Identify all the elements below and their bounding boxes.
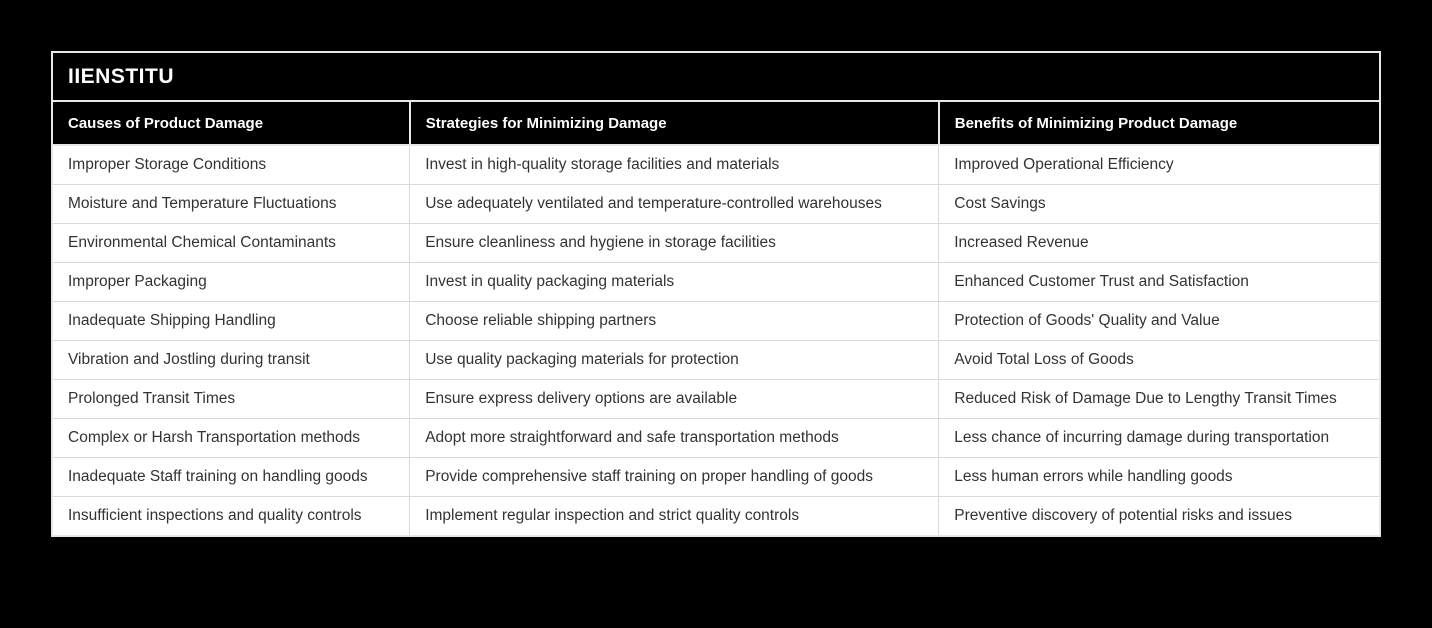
cell-benefit: Reduced Risk of Damage Due to Lengthy Tr… xyxy=(938,379,1379,419)
cell-cause: Insufficient inspections and quality con… xyxy=(53,496,410,535)
cell-strategy: Ensure cleanliness and hygiene in storag… xyxy=(409,223,939,263)
column-header-benefits: Benefits of Minimizing Product Damage xyxy=(937,102,1379,146)
cell-benefit: Preventive discovery of potential risks … xyxy=(938,496,1379,535)
cell-strategy: Ensure express delivery options are avai… xyxy=(409,379,939,419)
cell-strategy: Provide comprehensive staff training on … xyxy=(409,457,939,497)
table-row: Complex or Harsh Transportation methods … xyxy=(53,418,1379,458)
table-header-row: Causes of Product Damage Strategies for … xyxy=(53,102,1379,146)
cell-strategy: Invest in high-quality storage facilitie… xyxy=(409,145,939,185)
cell-benefit: Increased Revenue xyxy=(938,223,1379,263)
cell-strategy: Choose reliable shipping partners xyxy=(409,301,939,341)
cell-cause: Moisture and Temperature Fluctuations xyxy=(53,184,410,224)
table-row: Insufficient inspections and quality con… xyxy=(53,496,1379,535)
column-header-strategies: Strategies for Minimizing Damage xyxy=(408,102,939,146)
table-row: Vibration and Jostling during transit Us… xyxy=(53,340,1379,380)
cell-benefit: Less human errors while handling goods xyxy=(938,457,1379,497)
cell-cause: Improper Packaging xyxy=(53,262,410,302)
table-card: IIENSTITU Causes of Product Damage Strat… xyxy=(51,51,1381,537)
cell-cause: Improper Storage Conditions xyxy=(53,145,410,185)
cell-benefit: Less chance of incurring damage during t… xyxy=(938,418,1379,458)
table-row: Prolonged Transit Times Ensure express d… xyxy=(53,379,1379,419)
cell-cause: Vibration and Jostling during transit xyxy=(53,340,410,380)
cell-strategy: Adopt more straightforward and safe tran… xyxy=(409,418,939,458)
cell-strategy: Implement regular inspection and strict … xyxy=(409,496,939,535)
cell-cause: Prolonged Transit Times xyxy=(53,379,410,419)
table-row: Inadequate Shipping Handling Choose reli… xyxy=(53,301,1379,341)
cell-benefit: Improved Operational Efficiency xyxy=(938,145,1379,185)
table-body: Improper Storage Conditions Invest in hi… xyxy=(53,145,1379,535)
table-header: Causes of Product Damage Strategies for … xyxy=(53,102,1379,146)
table-row: Environmental Chemical Contaminants Ensu… xyxy=(53,223,1379,263)
cell-cause: Inadequate Shipping Handling xyxy=(53,301,410,341)
cell-strategy: Use adequately ventilated and temperatur… xyxy=(409,184,939,224)
table-row: Inadequate Staff training on handling go… xyxy=(53,457,1379,497)
brand-title: IIENSTITU xyxy=(68,64,175,88)
cell-benefit: Enhanced Customer Trust and Satisfaction xyxy=(938,262,1379,302)
cell-strategy: Use quality packaging materials for prot… xyxy=(409,340,939,380)
cell-cause: Complex or Harsh Transportation methods xyxy=(53,418,410,458)
brand-bar: IIENSTITU xyxy=(53,53,1379,102)
cell-benefit: Avoid Total Loss of Goods xyxy=(938,340,1379,380)
cell-benefit: Protection of Goods' Quality and Value xyxy=(938,301,1379,341)
table-row: Improper Packaging Invest in quality pac… xyxy=(53,262,1379,302)
cell-cause: Environmental Chemical Contaminants xyxy=(53,223,410,263)
cell-benefit: Cost Savings xyxy=(938,184,1379,224)
table-row: Improper Storage Conditions Invest in hi… xyxy=(53,145,1379,185)
cell-cause: Inadequate Staff training on handling go… xyxy=(53,457,410,497)
cell-strategy: Invest in quality packaging materials xyxy=(409,262,939,302)
column-header-causes: Causes of Product Damage xyxy=(53,102,410,146)
product-damage-table: Causes of Product Damage Strategies for … xyxy=(53,102,1379,535)
table-row: Moisture and Temperature Fluctuations Us… xyxy=(53,184,1379,224)
